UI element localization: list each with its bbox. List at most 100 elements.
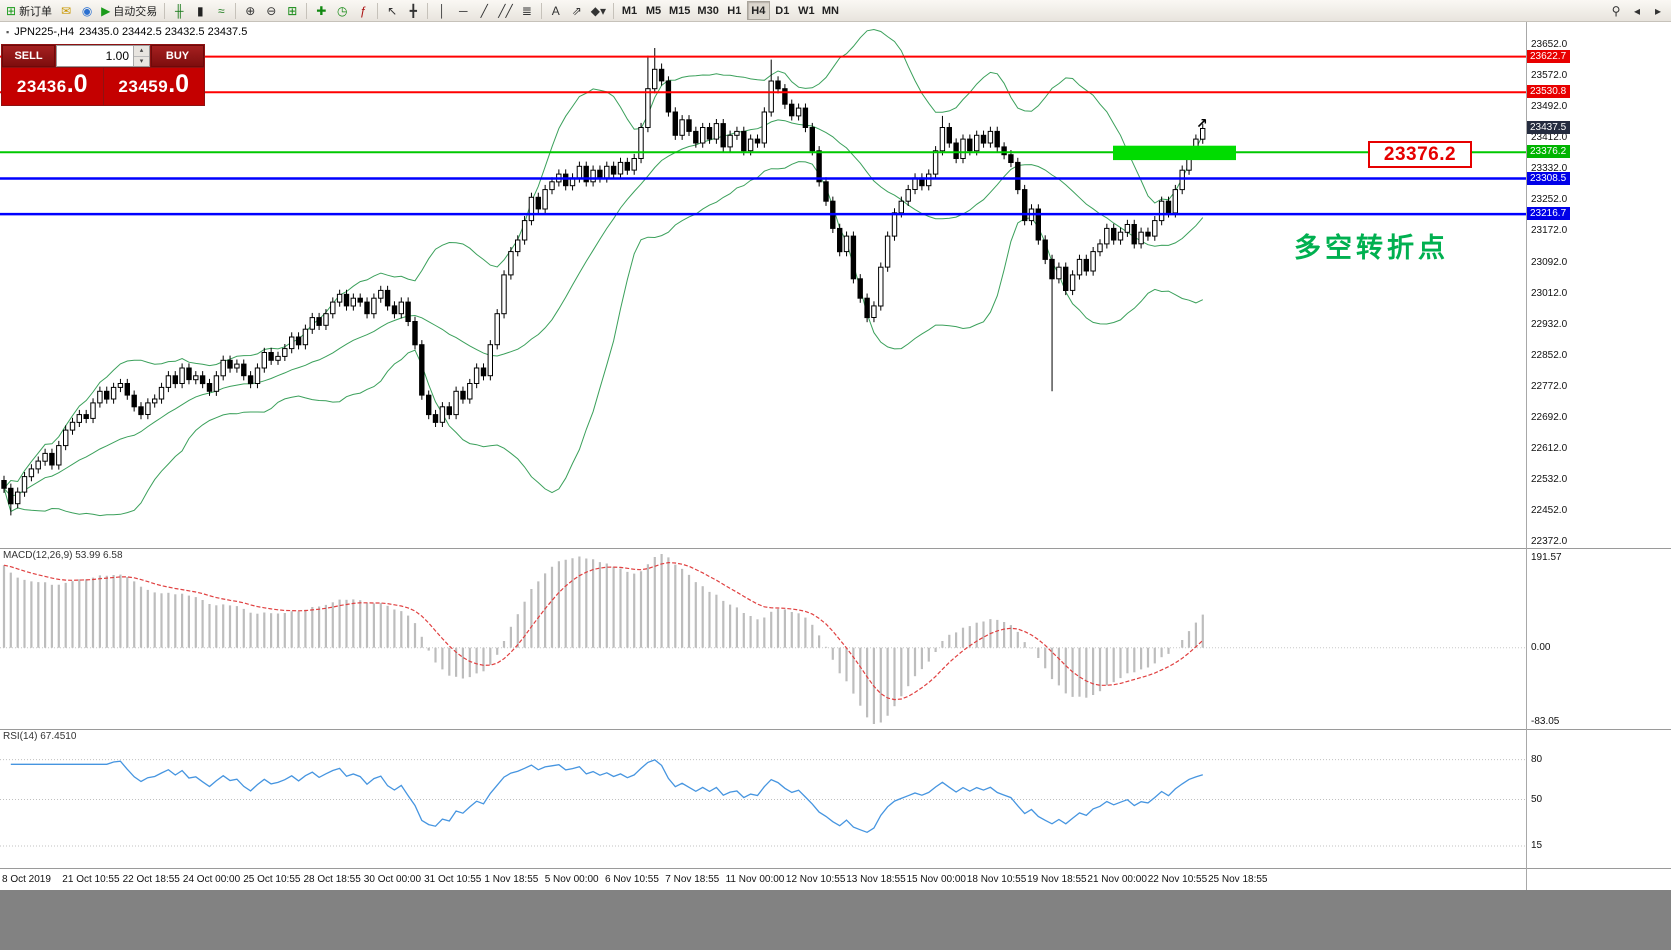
search-icon[interactable]: ⚲: [1606, 1, 1626, 20]
price-axis-label: 22692.0: [1531, 411, 1568, 423]
zoom-in-icon: ⊕: [245, 3, 256, 18]
bar-chart-icon: ╫: [175, 3, 184, 18]
volume-value[interactable]: 1.00: [105, 49, 129, 63]
timeframe-d1-button[interactable]: D1: [771, 1, 794, 20]
window-next-icon[interactable]: ▸: [1648, 1, 1668, 20]
time-axis-label: 22 Nov 10:55: [1147, 874, 1208, 885]
price-axis-label: 23572.0: [1531, 70, 1568, 82]
buy-price-main: 23459: [118, 77, 169, 96]
macd-axis-label: 191.57: [1531, 552, 1562, 563]
turning-point-note[interactable]: 多空转折点: [1294, 233, 1449, 263]
macd-signal-line: [3, 561, 1204, 701]
time-axis[interactable]: 8 Oct 2019 21 Oct 10:55 22 Oct 18:55 24 Oct…: [0, 869, 1526, 890]
shapes-dropdown[interactable]: ◆▾: [588, 1, 609, 20]
top-toolbar: ⊞ 新订单 ✉ ◉ ▶ 自动交易 ╫ ▮ ≈ ⊕ ⊖ ⊞ ✚ ◷ ƒ ↖ ╋ │ ─ ╱ ╱╱ ≣ A ⇗ ◆▾ M1 M5 M15 M…: [0, 0, 1671, 22]
time-axis-label: 24 Oct 00:00: [182, 874, 241, 885]
horizontal-line-objects[interactable]: [0, 55, 1526, 216]
tile-windows-icon[interactable]: ⊞: [282, 1, 302, 20]
time-axis-label: 21 Oct 10:55: [62, 874, 120, 885]
crosshair-icon[interactable]: ╋: [403, 1, 423, 20]
text-tool-icon[interactable]: A: [546, 1, 566, 20]
time-axis-label: 5 Nov 00:00: [544, 874, 599, 885]
buy-price-button[interactable]: 23459 .0: [103, 68, 204, 105]
crosshair-icon: ╋: [409, 3, 417, 18]
fibonacci-icon: ≣: [521, 3, 532, 18]
new-chart-icon[interactable]: ✚: [311, 1, 331, 20]
price-axis-label: 23652.0: [1531, 39, 1568, 51]
shapes-dropdown: ◆▾: [590, 3, 607, 18]
toolbar-separator: [235, 2, 237, 19]
new-order-button[interactable]: ⊞ 新订单: [3, 1, 55, 20]
price-tag: 23437.5: [1527, 121, 1571, 135]
trendline-icon[interactable]: ╱: [474, 1, 494, 20]
autotrading-button-label: 自动交易: [113, 5, 158, 18]
channel-icon[interactable]: ╱╱: [495, 1, 515, 20]
mail-icon: ✉: [61, 3, 72, 18]
toolbar-separator: [540, 2, 542, 19]
volume-spin-buttons[interactable]: ▴ ▾: [133, 46, 149, 66]
price-axis-label: 22932.0: [1531, 318, 1568, 330]
time-axis-label: 30 Oct 00:00: [363, 874, 422, 885]
timeframe-w1-button[interactable]: W1: [795, 1, 818, 20]
bottom-gray-area: [0, 890, 1671, 950]
community-icon[interactable]: ◉: [77, 1, 97, 20]
price-axis[interactable]: 23652.0 23572.0 23492.0 23412.0 23332.0 23252…: [1526, 22, 1671, 890]
time-axis-label: 22 Oct 18:55: [122, 874, 180, 885]
highlight-rectangle[interactable]: [1113, 145, 1236, 161]
price-axis-label: 22612.0: [1531, 442, 1568, 454]
window-prev-icon[interactable]: ◂: [1627, 1, 1647, 20]
line-chart-icon[interactable]: ≈: [211, 1, 231, 20]
chart-window: ▪ JPN225-,H4 23435.0 23442.5 23432.5 234…: [0, 22, 1671, 890]
line-chart-icon: ≈: [218, 3, 225, 18]
time-axis-label: 8 Oct 2019: [2, 874, 51, 885]
macd-axis-label: -83.05: [1531, 716, 1560, 727]
sell-button[interactable]: SELL: [2, 45, 55, 67]
sell-price-main: 23436: [16, 77, 67, 96]
bar-chart-icon[interactable]: ╫: [169, 1, 189, 20]
new-order-button: ⊞: [6, 3, 17, 18]
window-prev-icon: ◂: [1633, 3, 1641, 18]
candlestick-chart-icon[interactable]: ▮: [190, 1, 210, 20]
autotrading-button[interactable]: ▶ 自动交易: [98, 1, 160, 20]
price-axis-label: 23252.0: [1531, 194, 1568, 206]
toolbar-separator: [427, 2, 429, 19]
indicators-icon[interactable]: ƒ: [353, 1, 373, 20]
text-tool-icon: A: [551, 3, 560, 18]
volume-up-icon[interactable]: ▴: [134, 46, 149, 57]
timeframe-m1-button[interactable]: M1: [618, 1, 641, 20]
zoom-out-icon[interactable]: ⊖: [261, 1, 281, 20]
rsi-line: [10, 759, 1203, 834]
timeframe-m15-button[interactable]: M15: [666, 1, 693, 20]
timeframe-m15-button-label: M15: [669, 4, 691, 17]
time-axis-label: 19 Nov 18:55: [1027, 874, 1087, 885]
chart-title: ▪ JPN225-,H4 23435.0 23442.5 23432.5 234…: [6, 26, 247, 38]
arrow-tool-icon[interactable]: ⇗: [567, 1, 587, 20]
price-tag: 23376.2: [1527, 145, 1571, 159]
timeframe-h4-button[interactable]: H4: [746, 1, 770, 20]
price-axis-label: 22852.0: [1531, 349, 1568, 361]
volume-down-icon[interactable]: ▾: [134, 56, 149, 66]
timeframe-h1-button[interactable]: H1: [723, 1, 746, 20]
rsi-axis-label: 80: [1531, 753, 1543, 765]
main-chart-svg[interactable]: [0, 22, 1526, 890]
fibonacci-icon[interactable]: ≣: [517, 1, 537, 20]
price-note-box[interactable]: 23376.2: [1368, 141, 1472, 168]
auto-scroll-icon[interactable]: ◷: [332, 1, 352, 20]
buy-button[interactable]: BUY: [151, 45, 204, 67]
horizontal-line-icon[interactable]: ─: [453, 1, 473, 20]
pane-separator: [1527, 729, 1671, 730]
cursor-icon[interactable]: ↖: [382, 1, 402, 20]
timeframe-m30-button[interactable]: M30: [694, 1, 721, 20]
buy-price-tick: .0: [168, 70, 190, 98]
sell-price-button[interactable]: 23436 .0: [2, 68, 103, 105]
volume-spinner[interactable]: 1.00 ▴ ▾: [56, 45, 150, 67]
vertical-line-icon[interactable]: │: [432, 1, 452, 20]
time-axis-label: 11 Nov 00:00: [725, 874, 785, 885]
timeframe-m5-button[interactable]: M5: [642, 1, 665, 20]
mail-icon[interactable]: ✉: [56, 1, 76, 20]
timeframe-mn-button[interactable]: MN: [819, 1, 842, 20]
time-axis-label: 12 Nov 10:55: [785, 874, 846, 885]
cursor-icon: ↖: [387, 3, 398, 18]
zoom-in-icon[interactable]: ⊕: [240, 1, 260, 20]
price-axis-label: 23492.0: [1531, 101, 1568, 113]
